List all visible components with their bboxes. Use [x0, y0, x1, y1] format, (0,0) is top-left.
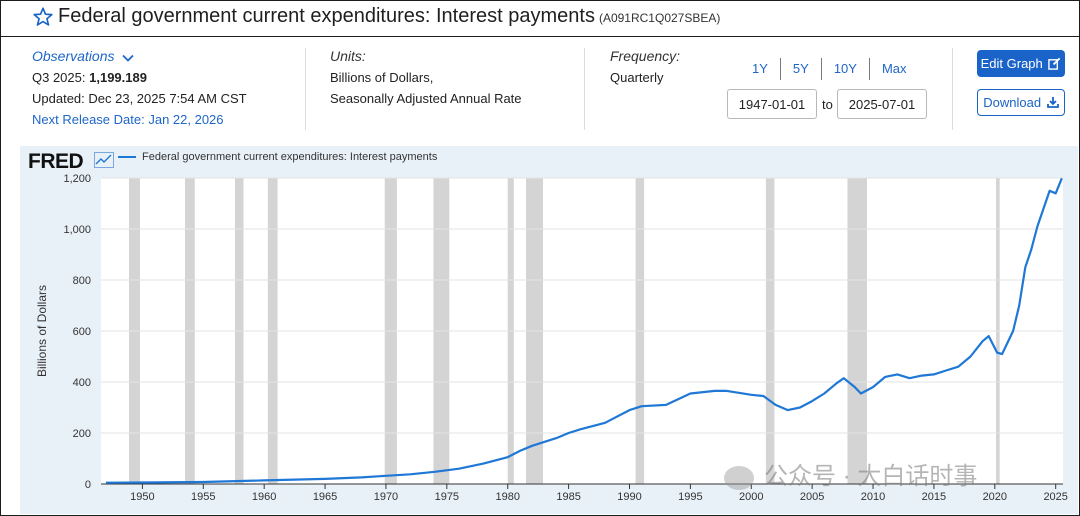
chevron-down-icon[interactable]: [122, 54, 134, 62]
x-tick-label: 1955: [191, 491, 215, 503]
observation-period: Q3 2025:: [32, 70, 86, 85]
range-1y-button[interactable]: 1Y: [740, 58, 781, 80]
x-tick-label: 2020: [983, 491, 1007, 503]
watermark: 公众号 · 大白话时事: [724, 456, 977, 491]
observations-dropdown[interactable]: Observations: [32, 46, 247, 67]
x-tick-label: 1965: [313, 491, 337, 503]
x-tick-label: 2025: [1043, 491, 1067, 503]
y-tick-label: 0: [85, 479, 91, 491]
legend-swatch: [118, 156, 136, 158]
divider: [584, 48, 585, 130]
download-icon: [1046, 97, 1059, 108]
x-tick-label: 1950: [130, 491, 154, 503]
updated-text: Updated: Dec 23, 2025 7:54 AM CST: [32, 91, 247, 106]
x-tick-label: 1970: [374, 491, 398, 503]
x-tick-label: 2015: [922, 491, 946, 503]
frequency-panel: Frequency: Quarterly: [610, 46, 680, 88]
x-tick-label: 1990: [617, 491, 641, 503]
start-date-input[interactable]: 1947-01-01: [727, 89, 817, 119]
range-10y-button[interactable]: 10Y: [822, 58, 870, 80]
observations-label[interactable]: Observations: [32, 48, 115, 64]
x-tick-label: 2010: [861, 491, 885, 503]
y-axis-title: Billions of Dollars: [35, 285, 49, 377]
y-tick-label: 1,000: [63, 224, 91, 236]
divider: [305, 48, 306, 130]
x-tick-label: 1995: [678, 491, 702, 503]
units-label: Units:: [330, 48, 366, 64]
edit-graph-label: Edit Graph: [980, 56, 1043, 71]
watermark-text: 公众号 · 大白话时事: [764, 463, 978, 490]
edit-graph-button[interactable]: Edit Graph: [977, 50, 1065, 77]
y-tick-label: 800: [73, 275, 91, 287]
edit-icon: [1048, 57, 1061, 70]
frequency-label: Frequency:: [610, 48, 681, 64]
range-max-button[interactable]: Max: [881, 61, 907, 76]
range-5y-button[interactable]: 5Y: [781, 58, 822, 80]
y-tick-label: 200: [73, 428, 91, 440]
line-chart-icon: [94, 152, 114, 168]
x-tick-label: 2000: [739, 491, 763, 503]
wechat-icon: [724, 465, 754, 490]
end-date-input[interactable]: 2025-07-01: [837, 89, 927, 119]
star-icon[interactable]: [32, 6, 54, 28]
observations-panel: Observations Q3 2025: 1,199.189 Updated:…: [32, 46, 247, 130]
series-title: Federal government current expenditures:…: [58, 5, 595, 27]
observation-value: 1,199.189: [89, 70, 147, 85]
y-tick-label: 1,200: [63, 173, 91, 185]
frequency-value: Quarterly: [610, 70, 664, 85]
x-tick-label: 2005: [800, 491, 824, 503]
units-line-2: Seasonally Adjusted Annual Rate: [330, 91, 522, 106]
chart-legend: Federal government current expenditures:…: [118, 151, 437, 163]
x-tick-label: 1975: [435, 491, 459, 503]
fred-logo: FRED: [28, 150, 84, 173]
x-tick-label: 1980: [495, 491, 519, 503]
download-label: Download: [983, 95, 1042, 110]
date-to-label: to: [822, 97, 833, 112]
series-id: (A091RC1Q027SBEA): [598, 11, 721, 25]
range-buttons: 1Y 5Y 10Y Max: [740, 56, 919, 82]
divider: [952, 48, 953, 130]
title-bar: Federal government current expenditures:…: [0, 0, 1080, 37]
units-panel: Units: Billions of Dollars, Seasonally A…: [330, 46, 522, 109]
x-tick-label: 1985: [556, 491, 580, 503]
latest-observation: Q3 2025: 1,199.189: [32, 67, 247, 88]
next-release-link[interactable]: Next Release Date: Jan 22, 2026: [32, 112, 224, 127]
units-line-1: Billions of Dollars,: [330, 70, 434, 85]
page-title: Federal government current expenditures:…: [58, 5, 720, 28]
x-tick-label: 1960: [252, 491, 276, 503]
y-tick-label: 600: [73, 326, 91, 338]
series-line: [105, 177, 1063, 484]
download-button[interactable]: Download: [977, 89, 1065, 116]
legend-label: Federal government current expenditures:…: [142, 151, 438, 163]
y-tick-label: 400: [73, 377, 91, 389]
